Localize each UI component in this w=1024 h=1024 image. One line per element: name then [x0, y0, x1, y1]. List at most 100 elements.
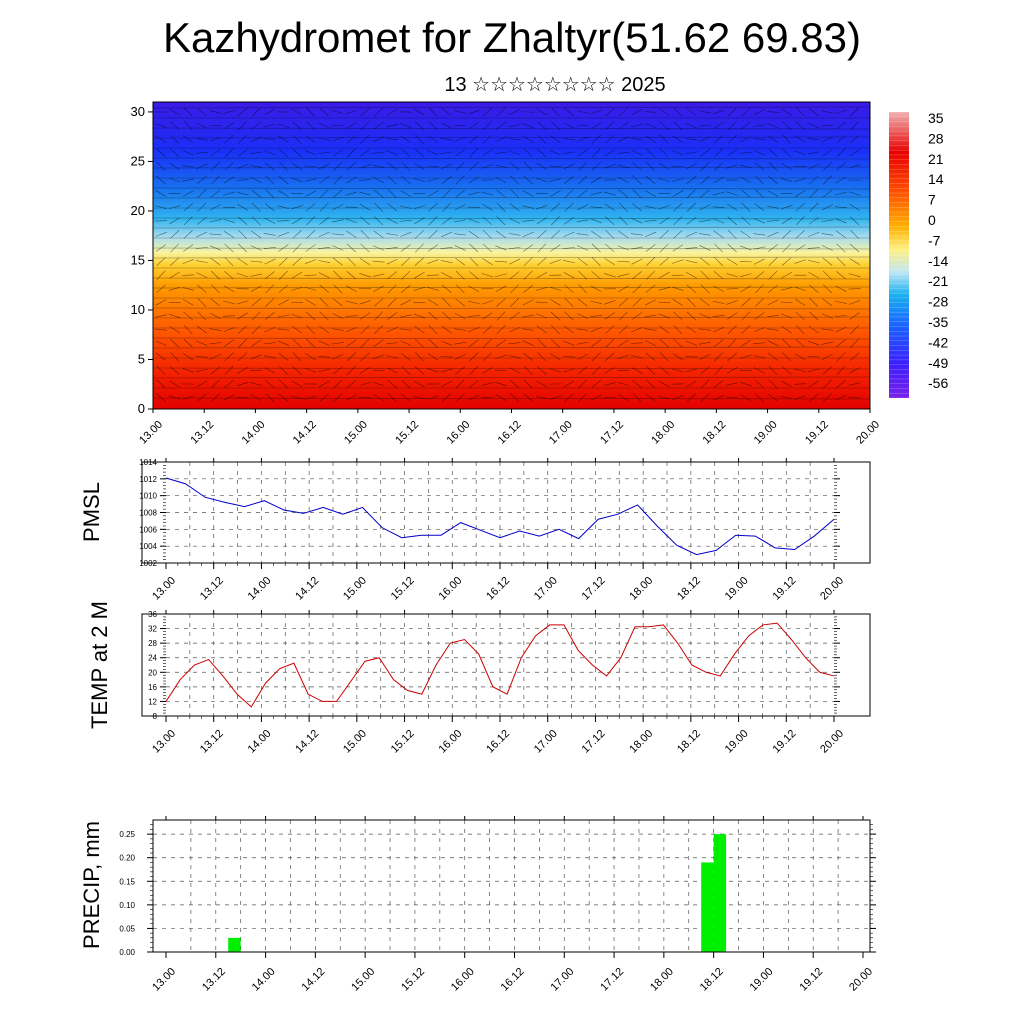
- wind-barb: [781, 148, 792, 158]
- wind-barb: [441, 108, 452, 116]
- wind-barb: [331, 233, 344, 236]
- wind-barb: [440, 260, 453, 264]
- wind-barb: [658, 204, 670, 210]
- wind-barb: [440, 340, 453, 346]
- wind-barb: [508, 326, 521, 333]
- wind-barb: [182, 299, 194, 306]
- wind-barb: [223, 327, 235, 333]
- wind-barb: [495, 136, 507, 142]
- wind-barb: [482, 258, 493, 266]
- wind-barb: [442, 297, 452, 307]
- wind-barb: [712, 206, 725, 208]
- wind-barb: [536, 380, 548, 388]
- wind-barb: [659, 257, 669, 266]
- wind-barb: [645, 190, 657, 197]
- wind-barb: [292, 338, 302, 348]
- wind-barb: [741, 216, 751, 226]
- wind-barb: [809, 202, 819, 212]
- wind-barb: [590, 191, 603, 196]
- wind-barb: [182, 274, 195, 276]
- wind-barb: [223, 110, 235, 114]
- wind-barb: [549, 395, 562, 400]
- wind-barb: [850, 121, 859, 131]
- wind-barb: [618, 339, 629, 347]
- wind-barb: [331, 219, 344, 223]
- wind-barb: [646, 161, 656, 171]
- wind-barb: [659, 230, 669, 239]
- pmsl-axes: 1002 1004 1006 1008 1010 1012 1014 13.00 13.12 14…: [139, 458, 846, 603]
- wind-barb: [836, 257, 846, 267]
- wind-barb: [591, 257, 601, 267]
- wind-barb: [277, 220, 290, 222]
- wind-barb: [277, 314, 290, 318]
- wind-barb: [605, 216, 615, 226]
- wind-barb: [726, 300, 738, 305]
- wind-barb: [535, 396, 548, 400]
- wind-barb: [686, 284, 697, 293]
- wind-barb: [319, 216, 330, 225]
- wind-barb: [414, 380, 425, 388]
- pmsl-frame: [141, 461, 871, 564]
- wind-barb: [631, 327, 643, 333]
- wind-barb: [646, 379, 656, 389]
- wind-barb: [224, 271, 234, 280]
- wind-barb: [278, 175, 289, 185]
- wind-barb: [821, 328, 834, 331]
- wind-barb: [169, 230, 180, 239]
- section-x-tick-label: 16.12: [496, 419, 524, 447]
- wind-barb: [263, 123, 276, 128]
- wind-barb: [645, 135, 656, 143]
- wind-barb: [673, 230, 683, 239]
- wind-barb: [346, 285, 357, 293]
- wind-barb: [726, 191, 739, 196]
- wind-barb: [264, 379, 275, 389]
- wind-barb: [713, 122, 724, 130]
- wind-barb: [170, 352, 179, 362]
- wind-barb: [590, 218, 602, 224]
- x-tick-label: 13.00: [150, 966, 178, 994]
- wind-barb: [591, 271, 601, 280]
- wind-barb: [807, 138, 820, 141]
- wind-barb: [808, 163, 820, 170]
- wind-barb: [318, 231, 330, 238]
- wind-barb: [699, 328, 711, 331]
- wind-barb: [331, 124, 344, 127]
- colorbar: 35 28 21 14 7 0 -7 -14 -21 -28 -35 -42 -49 -56: [889, 110, 948, 399]
- wind-barb: [522, 205, 535, 209]
- wind-barb: [401, 270, 411, 280]
- wind-barb: [331, 341, 344, 345]
- wind-barb: [305, 244, 316, 252]
- wind-barb: [699, 124, 711, 127]
- wind-barb: [399, 205, 412, 209]
- wind-barb: [414, 230, 425, 239]
- wind-barb: [318, 122, 330, 129]
- wind-barb: [577, 313, 589, 319]
- wind-barb: [428, 216, 438, 226]
- wind-barb: [631, 367, 643, 374]
- wind-barb: [795, 230, 805, 239]
- wind-barb: [400, 190, 412, 197]
- wind-barb: [155, 205, 167, 210]
- wind-barb: [822, 257, 833, 266]
- wind-barb: [822, 366, 833, 375]
- wind-barb: [236, 272, 249, 278]
- wind-barb: [699, 219, 711, 223]
- wind-barb: [564, 202, 574, 212]
- wind-barb: [468, 394, 480, 401]
- wind-streamline: [152, 196, 871, 199]
- wind-barb: [183, 216, 193, 226]
- wind-barb: [753, 138, 766, 141]
- section-x-tick-label: 15.00: [342, 419, 370, 447]
- wind-barb: [577, 257, 588, 266]
- wind-barb: [386, 326, 398, 333]
- wind-barb: [469, 134, 479, 144]
- wind-barb: [278, 270, 288, 280]
- wind-barb: [223, 394, 235, 401]
- section-x-tick-label: 13.00: [137, 419, 165, 447]
- wind-barb: [224, 257, 234, 267]
- wind-barb: [441, 216, 452, 225]
- wind-barb: [237, 312, 248, 320]
- wind-streamline: [152, 316, 871, 319]
- wind-barb: [714, 134, 724, 144]
- wind-barb: [468, 218, 480, 224]
